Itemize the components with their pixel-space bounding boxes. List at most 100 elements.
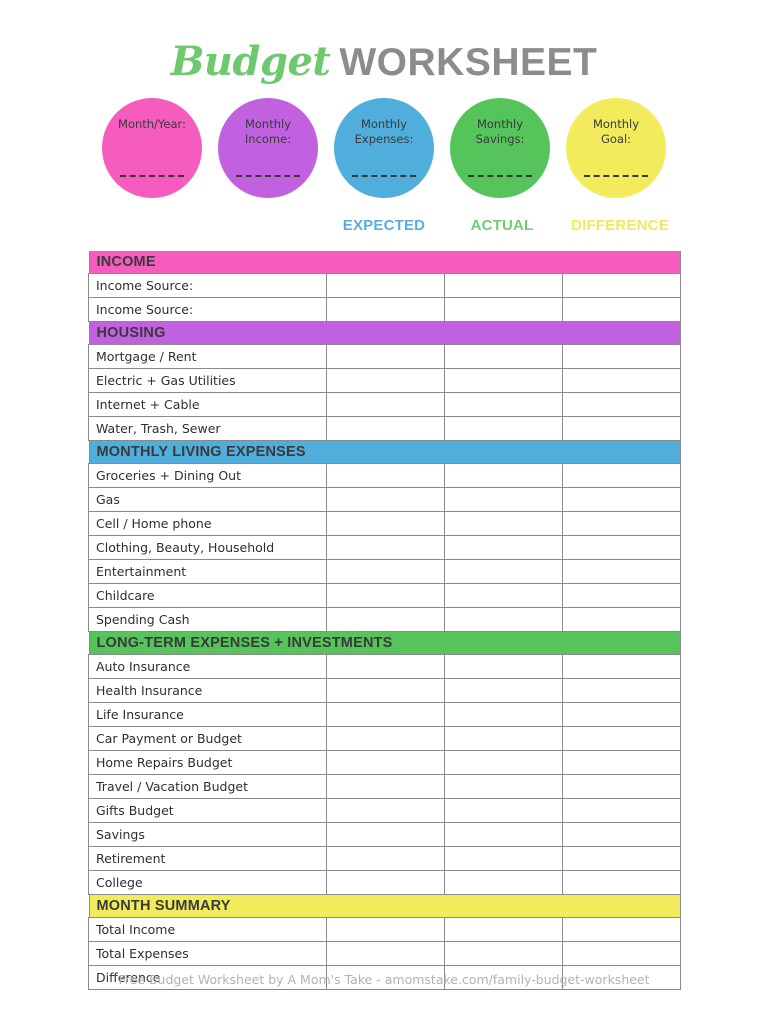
circle-monthly-savings[interactable]: Monthly Savings: xyxy=(450,98,550,198)
input-cell-difference[interactable] xyxy=(561,750,682,775)
section-header-cell-housing: HOUSING xyxy=(88,322,681,345)
budget-sheet: INCOME Income Source: Income Source: HOUSIN… xyxy=(88,251,682,990)
input-cell-expected[interactable] xyxy=(326,726,445,751)
circle-fill-line-monthly-goal[interactable] xyxy=(584,175,648,177)
input-cell-actual[interactable] xyxy=(444,941,563,966)
input-cell-difference[interactable] xyxy=(561,416,682,441)
input-cell-difference[interactable] xyxy=(561,678,682,703)
input-cell-actual[interactable] xyxy=(444,798,563,823)
input-cell-difference[interactable] xyxy=(561,463,682,488)
row-label: Difference xyxy=(88,965,327,990)
input-cell-difference[interactable] xyxy=(561,559,682,584)
input-cell-actual[interactable] xyxy=(444,678,563,703)
input-cell-expected[interactable] xyxy=(326,678,445,703)
input-cell-actual[interactable] xyxy=(444,774,563,799)
input-cell-difference[interactable] xyxy=(561,607,682,632)
input-cell-expected[interactable] xyxy=(326,654,445,679)
input-cell-expected[interactable] xyxy=(326,297,445,322)
input-cell-difference[interactable] xyxy=(561,368,682,393)
input-cell-difference[interactable] xyxy=(561,798,682,823)
table-row: Clothing, Beauty, Household xyxy=(88,535,682,560)
input-cell-expected[interactable] xyxy=(326,941,445,966)
circle-monthly-goal[interactable]: Monthly Goal: xyxy=(566,98,666,198)
table-row: Gifts Budget xyxy=(88,798,682,823)
input-cell-actual[interactable] xyxy=(444,368,563,393)
input-cell-actual[interactable] xyxy=(444,463,563,488)
input-cell-difference[interactable] xyxy=(561,344,682,369)
input-cell-difference[interactable] xyxy=(561,846,682,871)
input-cell-expected[interactable] xyxy=(326,798,445,823)
input-cell-expected[interactable] xyxy=(326,607,445,632)
input-cell-actual[interactable] xyxy=(444,583,563,608)
row-label: Total Expenses xyxy=(88,941,327,966)
input-cell-actual[interactable] xyxy=(444,846,563,871)
input-cell-actual[interactable] xyxy=(444,702,563,727)
input-cell-actual[interactable] xyxy=(444,726,563,751)
input-cell-expected[interactable] xyxy=(326,774,445,799)
input-cell-difference[interactable] xyxy=(561,535,682,560)
circle-monthly-expenses[interactable]: Monthly Expenses: xyxy=(334,98,434,198)
input-cell-actual[interactable] xyxy=(444,654,563,679)
input-cell-difference[interactable] xyxy=(561,583,682,608)
input-cell-expected[interactable] xyxy=(326,750,445,775)
input-cell-difference[interactable] xyxy=(561,392,682,417)
input-cell-expected[interactable] xyxy=(326,917,445,942)
input-cell-difference[interactable] xyxy=(561,870,682,895)
input-cell-actual[interactable] xyxy=(444,273,563,298)
input-cell-actual[interactable] xyxy=(444,511,563,536)
input-cell-actual[interactable] xyxy=(444,750,563,775)
input-cell-actual[interactable] xyxy=(444,416,563,441)
input-cell-actual[interactable] xyxy=(444,917,563,942)
input-cell-expected[interactable] xyxy=(326,344,445,369)
row-label: Electric + Gas Utilities xyxy=(88,368,327,393)
input-cell-expected[interactable] xyxy=(326,273,445,298)
input-cell-actual[interactable] xyxy=(444,607,563,632)
input-cell-difference[interactable] xyxy=(561,702,682,727)
input-cell-actual[interactable] xyxy=(444,392,563,417)
input-cell-expected[interactable] xyxy=(326,487,445,512)
input-cell-expected[interactable] xyxy=(326,702,445,727)
input-cell-difference[interactable] xyxy=(561,822,682,847)
input-cell-expected[interactable] xyxy=(326,846,445,871)
circle-fill-line-monthly-income[interactable] xyxy=(236,175,300,177)
row-label: Entertainment xyxy=(88,559,327,584)
row-label: Health Insurance xyxy=(88,678,327,703)
input-cell-expected[interactable] xyxy=(326,583,445,608)
input-cell-actual[interactable] xyxy=(444,870,563,895)
input-cell-expected[interactable] xyxy=(326,392,445,417)
input-cell-expected[interactable] xyxy=(326,416,445,441)
input-cell-difference[interactable] xyxy=(561,726,682,751)
input-cell-actual[interactable] xyxy=(444,535,563,560)
input-cell-difference[interactable] xyxy=(561,965,682,990)
circle-fill-line-monthly-expenses[interactable] xyxy=(352,175,416,177)
input-cell-difference[interactable] xyxy=(561,917,682,942)
section-header-cell-month-summary: MONTH SUMMARY xyxy=(88,895,681,918)
input-cell-expected[interactable] xyxy=(326,822,445,847)
page-title-script: Budget xyxy=(170,38,331,85)
circle-monthly-income[interactable]: Monthly Income: xyxy=(218,98,318,198)
circle-month-year[interactable]: Month/Year: xyxy=(102,98,202,198)
row-label: Childcare xyxy=(88,583,327,608)
input-cell-actual[interactable] xyxy=(444,822,563,847)
input-cell-difference[interactable] xyxy=(561,511,682,536)
row-label: Home Repairs Budget xyxy=(88,750,327,775)
input-cell-difference[interactable] xyxy=(561,941,682,966)
input-cell-expected[interactable] xyxy=(326,463,445,488)
input-cell-difference[interactable] xyxy=(561,654,682,679)
input-cell-expected[interactable] xyxy=(326,559,445,584)
input-cell-actual[interactable] xyxy=(444,297,563,322)
circle-fill-line-monthly-savings[interactable] xyxy=(468,175,532,177)
input-cell-difference[interactable] xyxy=(561,487,682,512)
input-cell-expected[interactable] xyxy=(326,870,445,895)
input-cell-expected[interactable] xyxy=(326,511,445,536)
circle-fill-line-month-year[interactable] xyxy=(120,175,184,177)
input-cell-expected[interactable] xyxy=(326,535,445,560)
input-cell-difference[interactable] xyxy=(561,273,682,298)
input-cell-difference[interactable] xyxy=(561,297,682,322)
input-cell-difference[interactable] xyxy=(561,774,682,799)
input-cell-actual[interactable] xyxy=(444,965,563,990)
input-cell-actual[interactable] xyxy=(444,487,563,512)
input-cell-expected[interactable] xyxy=(326,368,445,393)
input-cell-actual[interactable] xyxy=(444,344,563,369)
input-cell-actual[interactable] xyxy=(444,559,563,584)
